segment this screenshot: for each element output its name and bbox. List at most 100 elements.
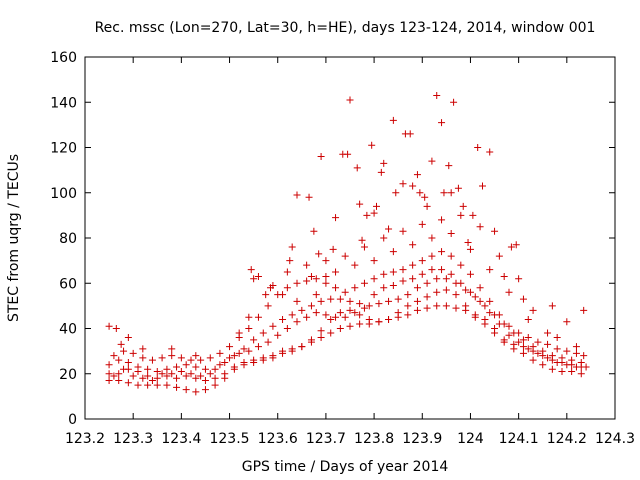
data-point xyxy=(370,291,378,299)
x-axis: 123.2 123.3 123.4 123.5 123.6 123.7 123.8 123.9… xyxy=(65,57,635,447)
data-point xyxy=(568,356,576,364)
data-point xyxy=(385,297,393,305)
data-point xyxy=(303,313,311,321)
data-point xyxy=(134,381,142,389)
data-point xyxy=(286,257,294,265)
data-point xyxy=(293,318,301,326)
data-point xyxy=(442,286,450,294)
data-point xyxy=(303,277,311,285)
data-point xyxy=(572,349,580,357)
data-point xyxy=(293,297,301,305)
data-point xyxy=(486,148,494,156)
data-point xyxy=(404,302,412,310)
data-point xyxy=(158,370,166,378)
data-point xyxy=(553,334,561,342)
y-tick-label: 160 xyxy=(50,50,77,66)
data-point xyxy=(491,227,499,235)
data-point xyxy=(187,356,195,364)
data-point xyxy=(283,268,291,276)
data-point xyxy=(428,157,436,165)
data-point xyxy=(399,266,407,274)
data-point xyxy=(519,343,527,351)
data-point xyxy=(307,336,315,344)
data-point xyxy=(356,200,364,208)
y-tick-label: 20 xyxy=(59,367,77,383)
data-point xyxy=(322,257,330,265)
data-point xyxy=(515,275,523,283)
data-point xyxy=(423,279,431,287)
data-point xyxy=(327,295,335,303)
data-point xyxy=(544,329,552,337)
data-point xyxy=(341,313,349,321)
data-point xyxy=(524,334,532,342)
data-point xyxy=(336,309,344,317)
data-point xyxy=(563,318,571,326)
data-point xyxy=(305,193,313,201)
y-tick-label: 60 xyxy=(59,276,77,292)
y-tick-label: 120 xyxy=(50,141,77,157)
data-point xyxy=(428,266,436,274)
data-point xyxy=(129,349,137,357)
data-point xyxy=(447,270,455,278)
data-point xyxy=(351,284,359,292)
chart-title: Rec. mssc (Lon=270, Lat=30, h=HE), days … xyxy=(95,20,596,36)
data-point xyxy=(110,352,118,360)
data-point xyxy=(182,361,190,369)
data-point xyxy=(539,361,547,369)
data-point xyxy=(519,336,527,344)
data-point xyxy=(332,284,340,292)
data-point xyxy=(365,302,373,310)
data-point xyxy=(553,358,561,366)
data-point xyxy=(327,315,335,323)
data-point xyxy=(447,252,455,260)
data-point xyxy=(406,130,414,138)
data-point xyxy=(539,347,547,355)
data-point xyxy=(250,336,258,344)
data-point xyxy=(505,322,513,330)
data-point xyxy=(464,239,472,247)
data-point xyxy=(462,302,470,310)
data-point xyxy=(283,284,291,292)
data-point xyxy=(481,320,489,328)
data-point xyxy=(423,304,431,312)
data-point xyxy=(105,377,113,385)
data-point xyxy=(548,365,556,373)
data-points xyxy=(105,91,590,396)
data-point xyxy=(380,234,388,242)
data-point xyxy=(310,227,318,235)
data-point xyxy=(240,361,248,369)
data-point xyxy=(440,189,448,197)
data-point xyxy=(293,279,301,287)
data-point xyxy=(413,297,421,305)
x-tick-label: 124.1 xyxy=(499,431,539,447)
x-tick-label: 124 xyxy=(457,431,484,447)
data-point xyxy=(409,182,417,190)
data-point xyxy=(307,302,315,310)
data-point xyxy=(423,293,431,301)
data-point xyxy=(457,211,465,219)
data-point xyxy=(298,306,306,314)
data-point xyxy=(495,252,503,260)
data-point xyxy=(317,327,325,335)
data-point xyxy=(438,248,446,256)
data-point xyxy=(235,349,243,357)
data-point xyxy=(529,356,537,364)
data-point xyxy=(115,370,123,378)
data-point xyxy=(259,356,267,364)
data-point xyxy=(201,377,209,385)
data-point xyxy=(399,277,407,285)
x-tick-label: 123.7 xyxy=(306,431,346,447)
data-point xyxy=(433,275,441,283)
data-point xyxy=(168,370,176,378)
data-point xyxy=(375,318,383,326)
data-point xyxy=(370,257,378,265)
data-point xyxy=(245,313,253,321)
data-point xyxy=(346,322,354,330)
data-point xyxy=(129,372,137,380)
data-point xyxy=(505,331,513,339)
data-point xyxy=(558,354,566,362)
data-point xyxy=(124,358,132,366)
data-point xyxy=(370,209,378,217)
data-point xyxy=(353,164,361,172)
data-point xyxy=(211,381,219,389)
